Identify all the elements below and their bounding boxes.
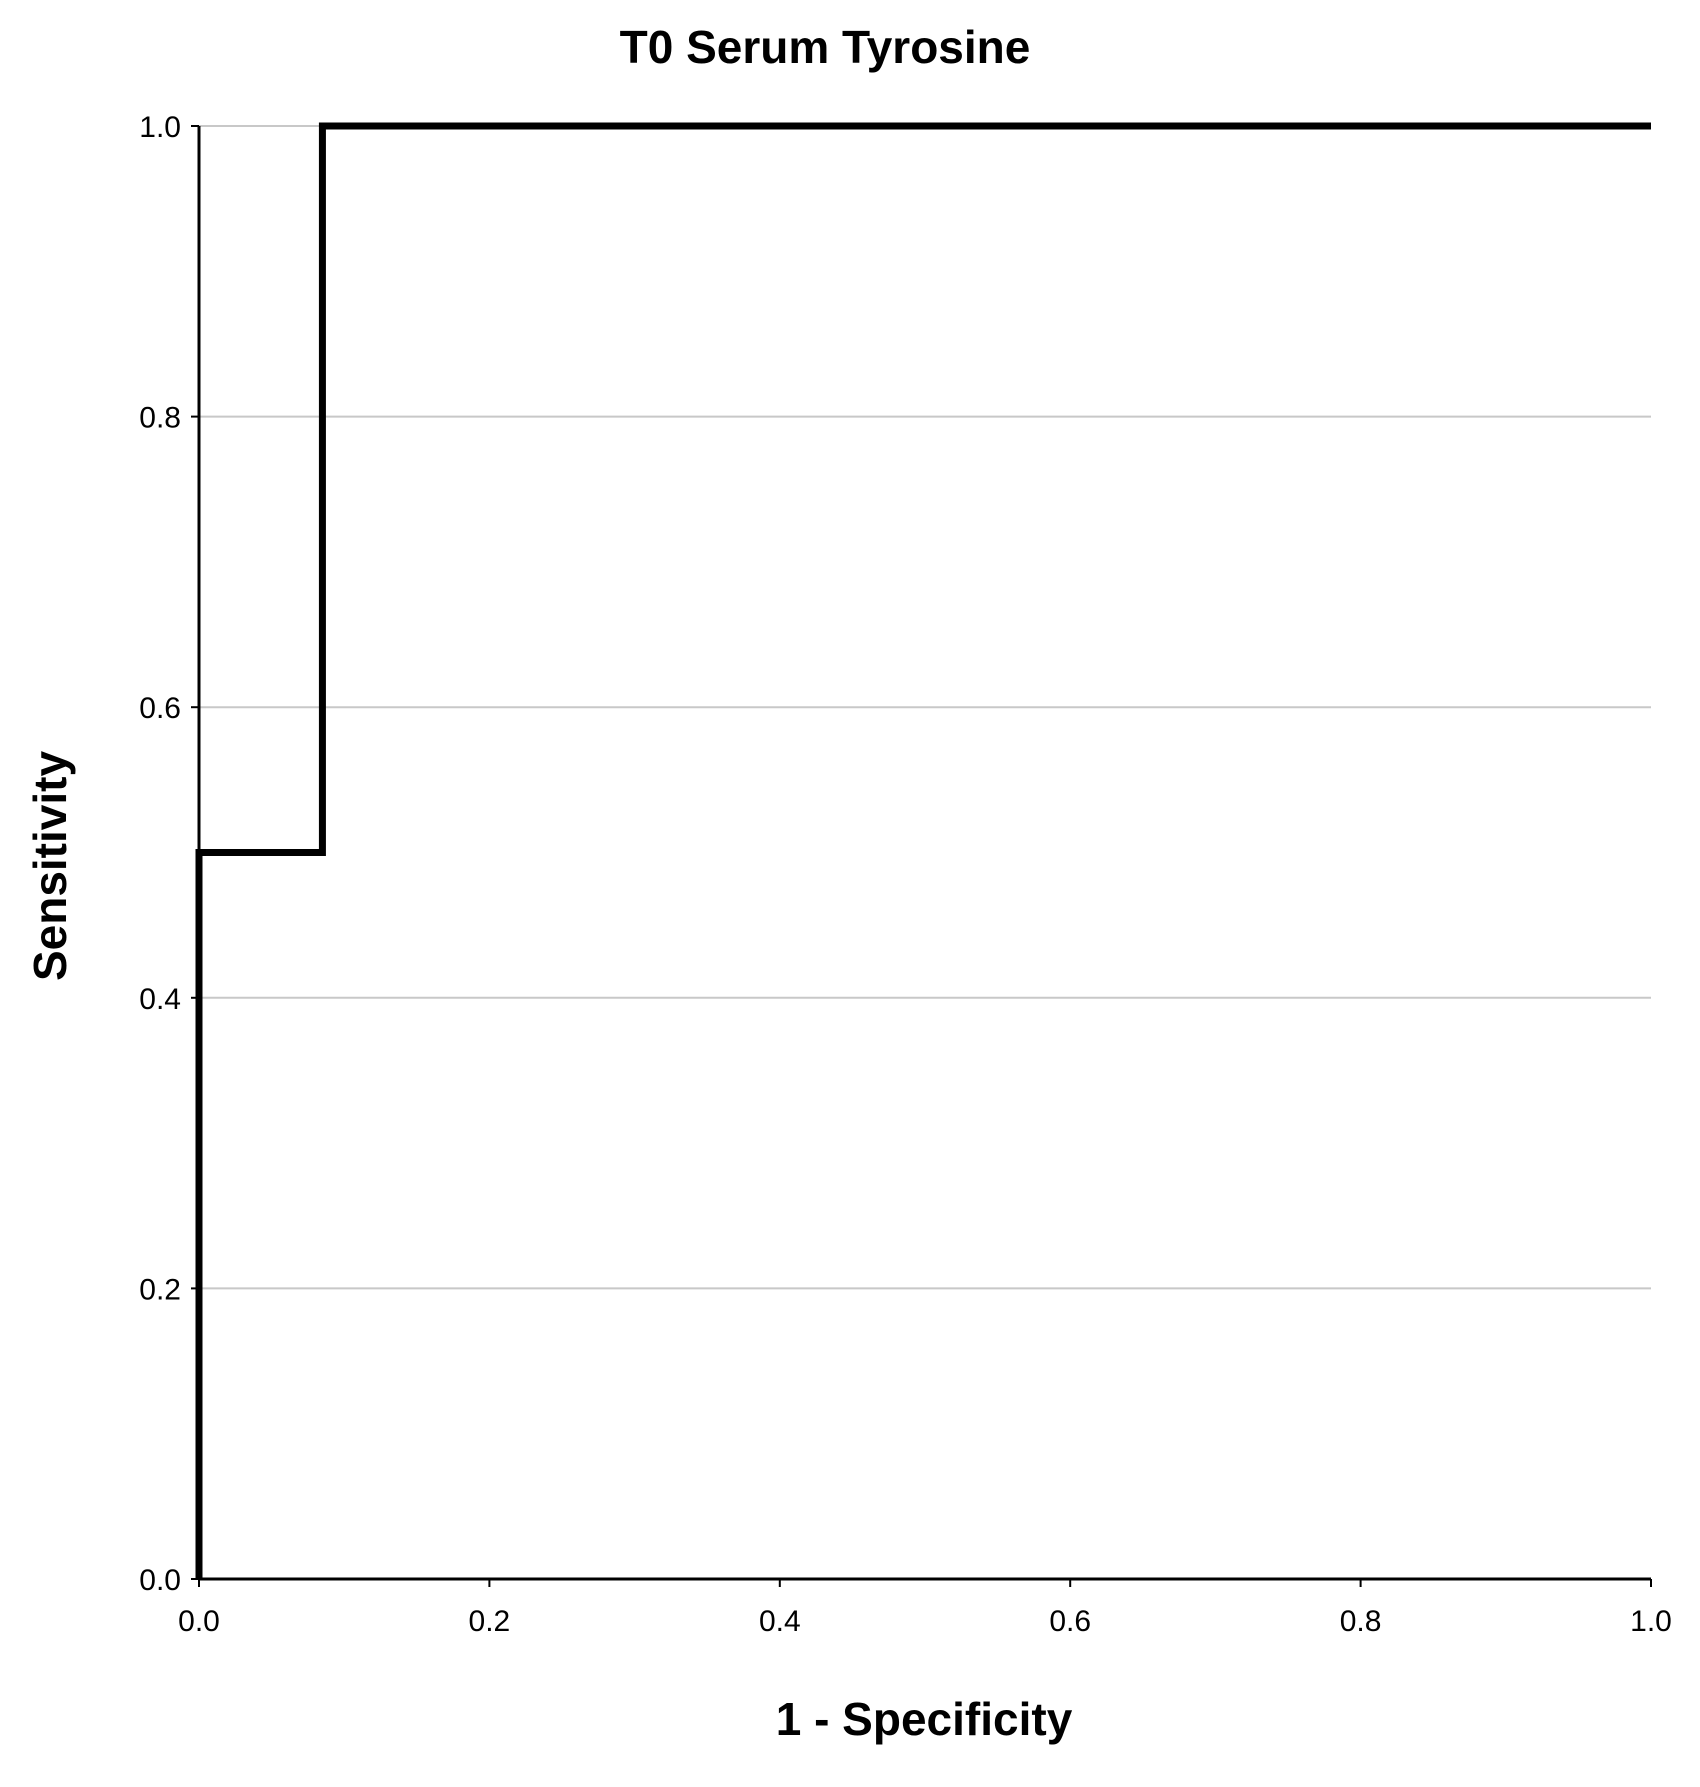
chart-title: T0 Serum Tyrosine: [620, 21, 1031, 73]
roc-curve-0: [195, 122, 1651, 1579]
y-tick-label-0: 0.0: [139, 1564, 181, 1597]
y-tick-label-4: 0.8: [139, 402, 181, 435]
x-tick-label-4: 0.8: [1340, 1605, 1382, 1638]
x-tick-label-5: 1.0: [1630, 1605, 1672, 1638]
y-tick-label-1: 0.2: [139, 1273, 181, 1306]
y-axis-label: Sensitivity: [24, 751, 76, 982]
y-tick-label-5: 1.0: [139, 111, 181, 144]
grid-layer: [199, 125, 1651, 1290]
y-tick-label-3: 0.6: [139, 692, 181, 725]
x-tick-label-3: 0.6: [1049, 1605, 1091, 1638]
y-tick-label-2: 0.4: [139, 983, 181, 1016]
series-layer: [195, 122, 1651, 1579]
x-tick-label-0: 0.0: [178, 1605, 220, 1638]
axes-layer: [197, 126, 1651, 1581]
x-axis-label: 1 - Specificity: [776, 1693, 1073, 1745]
x-tick-label-2: 0.4: [759, 1605, 801, 1638]
ticks-layer: 0.0 0.2 0.4 0.6 0.8 1.0 0.0 0.2 0.4 0.6 0.8 1.0: [139, 111, 1672, 1638]
x-tick-label-1: 0.2: [469, 1605, 511, 1638]
